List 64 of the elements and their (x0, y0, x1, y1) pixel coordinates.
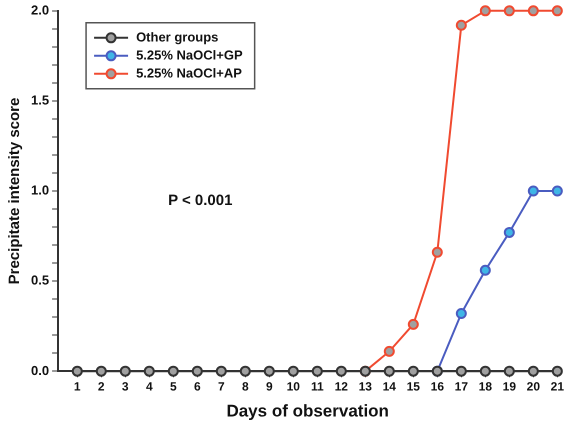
point (480, 264, 491, 276)
x-tick-label: 9 (266, 380, 273, 394)
point (504, 5, 515, 16)
point (336, 366, 347, 377)
point (288, 366, 299, 377)
x-tick-label: 15 (406, 380, 420, 394)
point (552, 366, 563, 377)
x-tick-label: 10 (286, 380, 300, 394)
point (432, 246, 443, 258)
x-tick-label: 20 (526, 380, 540, 394)
point (528, 366, 539, 377)
point (408, 318, 419, 330)
point (528, 186, 539, 196)
x-tick-label: 11 (310, 380, 324, 394)
y-tick-label: 0.5 (30, 272, 50, 288)
x-tick-label: 3 (122, 380, 129, 394)
point (504, 366, 515, 377)
point (72, 366, 83, 377)
point (456, 20, 467, 31)
y-tick-label: 2.0 (30, 2, 50, 18)
point (552, 5, 563, 16)
annotation: P < 0.001 (168, 192, 232, 209)
point (192, 366, 203, 377)
x-tick-label: 5 (170, 380, 177, 394)
point (144, 366, 155, 377)
x-tick-label: 2 (98, 380, 105, 394)
x-tick-label: 17 (454, 380, 468, 394)
legend-label: 5.25% NaOCl+AP (136, 65, 242, 80)
point (168, 366, 179, 377)
point (312, 366, 323, 377)
x-tick-label: 8 (242, 380, 249, 394)
x-tick-label: 14 (382, 380, 396, 394)
point (528, 5, 539, 16)
x-tick-label: 12 (334, 380, 348, 394)
point (264, 366, 275, 377)
x-tick-label: 1 (74, 380, 81, 394)
point (456, 366, 467, 377)
x-axis-title: Days of observation (226, 401, 389, 420)
point (120, 366, 131, 377)
point (552, 186, 563, 196)
point (384, 346, 395, 357)
x-tick-label: 19 (502, 380, 516, 394)
x-tick-label: 16 (430, 380, 444, 394)
legend-label: Other groups (136, 29, 218, 44)
point (96, 366, 107, 377)
legend-label: 5.25% NaOCl+GP (136, 47, 243, 62)
y-tick-label: 1.5 (30, 92, 50, 108)
y-tick-label: 0.0 (30, 362, 50, 378)
point (384, 366, 395, 377)
point (504, 226, 515, 238)
x-tick-label: 18 (478, 380, 492, 394)
x-tick-label: 21 (550, 380, 564, 394)
y-axis-title: Precipitate intensity score (6, 98, 24, 284)
point (480, 5, 491, 16)
x-tick-label: 6 (194, 380, 201, 394)
point (216, 366, 227, 377)
x-tick-label: 13 (358, 380, 372, 394)
x-tick-label: 7 (218, 380, 225, 394)
point (240, 366, 251, 377)
y-tick-label: 1.0 (30, 182, 50, 198)
x-tick-label: 4 (146, 380, 153, 394)
point (408, 366, 419, 377)
point (480, 366, 491, 377)
point (456, 308, 467, 320)
